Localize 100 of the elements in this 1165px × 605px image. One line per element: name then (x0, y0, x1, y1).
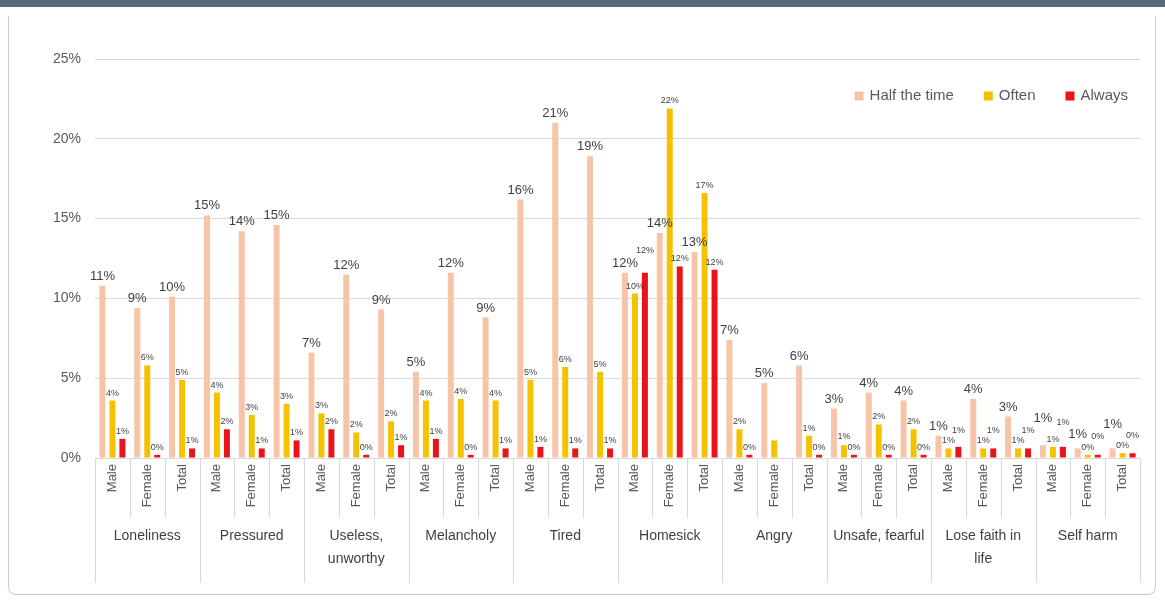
bar (169, 296, 176, 458)
data-label: 1% (603, 435, 617, 446)
data-label: 15% (193, 197, 221, 213)
bar (527, 379, 534, 458)
bar (293, 440, 300, 458)
data-label: 1% (802, 422, 816, 433)
bar (517, 199, 524, 458)
y-tick-label: 20% (52, 129, 81, 146)
bar (203, 215, 210, 458)
x-tick-label: Male (417, 464, 433, 493)
bar (432, 438, 439, 458)
bar (308, 352, 315, 458)
data-label: 4% (894, 382, 914, 398)
bar (1129, 453, 1136, 458)
bar (189, 448, 196, 458)
x-tick-label: Female (452, 464, 468, 508)
bar (711, 269, 718, 458)
text: Angry (755, 526, 793, 543)
bar (238, 231, 245, 458)
bar (223, 429, 230, 458)
bar (537, 446, 544, 458)
bar (955, 446, 962, 458)
text: Tired (549, 526, 581, 543)
bar (422, 400, 429, 458)
x-tick-label: Male (312, 464, 328, 493)
bar (562, 367, 569, 458)
bar (467, 454, 474, 458)
legend-label: Always (1080, 86, 1128, 104)
bar (258, 448, 265, 458)
x-tick-label: Total (696, 463, 712, 492)
bar (109, 400, 116, 458)
bar (1039, 445, 1046, 458)
data-label: 0% (1081, 441, 1095, 452)
bar (1094, 454, 1101, 458)
text: Lose faith in life (945, 526, 1021, 566)
bar (910, 429, 917, 458)
bar (1015, 448, 1022, 458)
data-label: 16% (507, 181, 534, 197)
bar (144, 365, 151, 458)
bar (398, 445, 405, 458)
data-label: 12% (333, 256, 360, 272)
y-tick-label: 5% (60, 369, 81, 386)
data-label: 0% (882, 441, 896, 452)
x-tick-label: Total (173, 463, 189, 492)
bar (900, 400, 907, 458)
data-label: 14% (228, 213, 256, 229)
data-label: 4% (859, 374, 879, 390)
x-tick-label: Male (626, 464, 642, 493)
bar (318, 413, 325, 458)
data-label: 21% (542, 104, 569, 120)
bar (482, 317, 489, 458)
x-tick-label: Female (347, 464, 363, 508)
bar (1005, 416, 1012, 458)
bar (726, 339, 733, 458)
data-label: 1% (1046, 433, 1060, 444)
bar (388, 421, 395, 458)
bar (885, 454, 892, 458)
bar (990, 448, 997, 458)
bar (1084, 454, 1091, 458)
data-label: 2% (349, 419, 363, 430)
x-tick-label: Total (591, 463, 607, 492)
legend-label: Half the time (869, 86, 954, 104)
bar (552, 122, 559, 458)
bar (328, 429, 335, 458)
data-label: 4% (419, 387, 433, 398)
bar (597, 371, 604, 458)
data-label: 12% (611, 254, 639, 270)
data-label: 4% (210, 379, 224, 390)
data-label: 2% (732, 416, 746, 427)
text: Loneliness (113, 526, 181, 543)
x-tick-label: Male (208, 464, 224, 493)
data-label: 12% (635, 245, 654, 256)
data-label: 15% (263, 207, 291, 223)
data-label: 6% (789, 347, 809, 363)
data-label: 5% (175, 366, 189, 377)
data-label: 6% (140, 352, 154, 363)
data-label: 1% (499, 435, 513, 446)
x-tick-label: Male (521, 464, 537, 493)
bar (771, 440, 778, 458)
bar (656, 232, 663, 458)
data-label: 2% (384, 408, 398, 419)
x-tick-label: Female (870, 464, 886, 508)
data-label: 9% (476, 299, 496, 315)
bar (1119, 453, 1126, 458)
bar (935, 435, 942, 458)
data-label: 2% (324, 416, 338, 427)
bar (676, 266, 683, 458)
text: Unsafe, fearful (833, 526, 925, 543)
x-tick-label: Male (835, 464, 851, 493)
bar (970, 398, 977, 458)
data-label: 0% (917, 441, 931, 452)
bar (761, 382, 768, 458)
bar (875, 424, 882, 458)
data-label: 3% (314, 400, 328, 411)
data-label: 1% (185, 435, 199, 446)
text: Homesick (639, 526, 702, 543)
bar (447, 272, 454, 458)
data-label: 2% (872, 411, 886, 422)
bar (1109, 448, 1116, 458)
data-label: 1% (986, 424, 1000, 435)
